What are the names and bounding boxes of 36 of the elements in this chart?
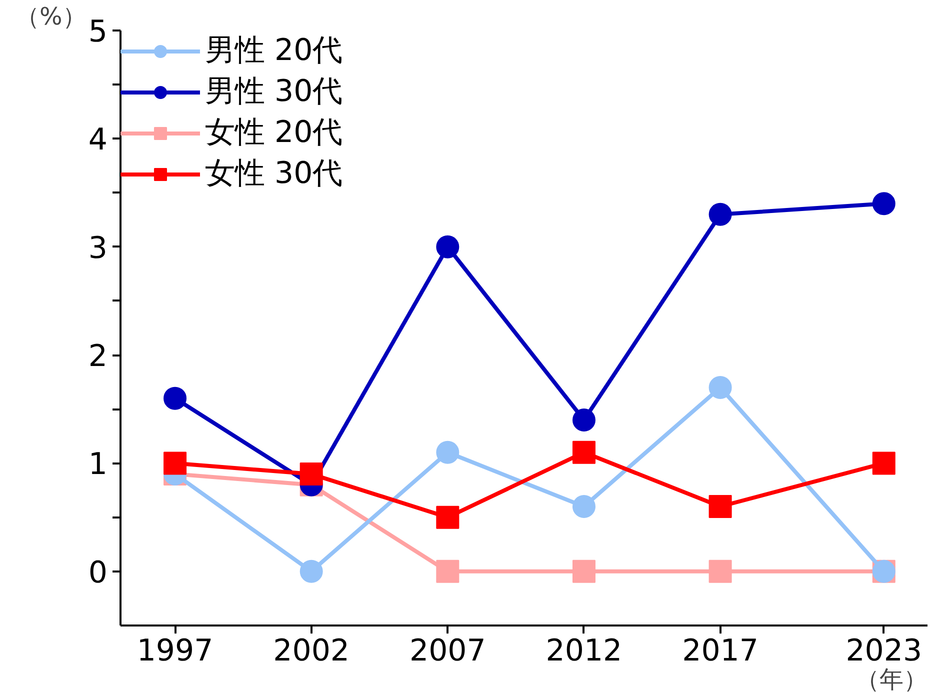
y-tick-label: 2 <box>88 339 108 374</box>
point <box>164 452 187 475</box>
x-tick-label: 2002 <box>273 634 350 668</box>
point <box>436 440 460 464</box>
y-tick-label: 0 <box>88 555 108 590</box>
y-tick-label: 4 <box>88 122 108 158</box>
legend-label: 女性 20代 <box>205 114 343 152</box>
legend-label: 女性 30代 <box>205 155 343 193</box>
point <box>164 386 187 410</box>
point <box>572 408 596 432</box>
legend-label: 男性 30代 <box>205 73 343 111</box>
y-tick-label: 5 <box>88 14 108 50</box>
point <box>572 495 596 518</box>
x-tick-label: 2023 <box>846 634 922 668</box>
point <box>300 560 323 583</box>
y-axis-title: （%） <box>16 2 86 30</box>
point <box>436 506 460 529</box>
point <box>436 235 460 258</box>
x-axis-title: （年） <box>856 666 928 693</box>
point <box>300 462 323 486</box>
x-tick-label: 2012 <box>546 634 622 668</box>
y-tick-label: 1 <box>88 447 108 482</box>
point <box>436 560 460 583</box>
point <box>708 376 732 399</box>
y-tick-label: 3 <box>88 230 108 266</box>
legend-label: 男性 20代 <box>205 32 343 70</box>
point <box>708 202 732 226</box>
point <box>708 495 732 518</box>
point <box>572 560 596 583</box>
point <box>708 560 732 583</box>
point <box>572 440 596 464</box>
point <box>872 192 896 216</box>
x-tick-label: 1997 <box>136 634 214 668</box>
point <box>872 452 896 475</box>
x-tick-label: 2007 <box>409 634 486 668</box>
x-tick-label: 2017 <box>682 634 758 668</box>
